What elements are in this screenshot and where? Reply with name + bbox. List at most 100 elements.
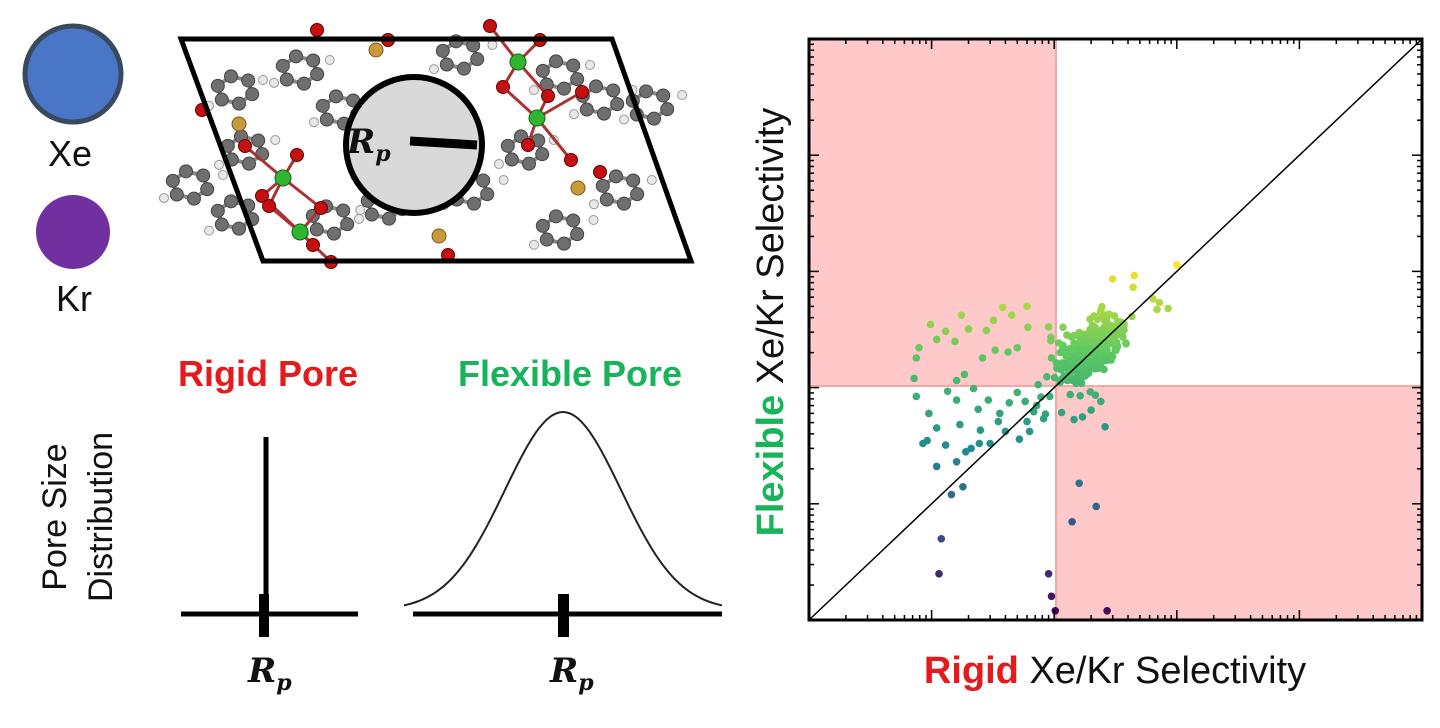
data-point xyxy=(1070,339,1078,348)
data-point xyxy=(952,458,961,466)
bond xyxy=(535,117,573,161)
carbon-atom xyxy=(579,102,594,117)
scatter-ylabel: Flexible Xe/Kr Selectivity xyxy=(750,108,792,537)
data-point xyxy=(1149,295,1157,303)
data-point xyxy=(1079,350,1087,359)
phosphorus-atom xyxy=(231,116,247,132)
carbon-atom xyxy=(626,173,641,188)
data-point xyxy=(1023,302,1031,311)
xe-label: Xe xyxy=(48,133,92,174)
data-point xyxy=(910,374,918,383)
data-point xyxy=(978,354,987,362)
carbon-atom xyxy=(179,164,194,179)
carbon-atom xyxy=(296,76,311,91)
data-point xyxy=(1055,339,1063,347)
data-point xyxy=(1057,408,1066,417)
data-point xyxy=(941,327,950,336)
data-point xyxy=(1044,323,1053,331)
carbon-atom xyxy=(165,173,180,188)
carbon-atom xyxy=(364,207,379,222)
plot-frame xyxy=(807,37,1424,622)
data-point xyxy=(937,535,946,543)
data-point xyxy=(1034,380,1042,389)
metal-atom xyxy=(509,53,527,71)
carbon-atom xyxy=(196,168,211,183)
data-point xyxy=(1070,347,1079,355)
hydrogen-atom xyxy=(588,215,599,225)
unit-cell-outline xyxy=(177,36,695,264)
data-point xyxy=(1079,339,1087,347)
carbon-atom xyxy=(309,222,324,237)
rigid-rp-label: Rp xyxy=(247,651,292,696)
carbon-atom xyxy=(589,79,604,94)
data-point xyxy=(989,316,998,325)
carbon-atom xyxy=(535,218,550,233)
hydrogen-atom xyxy=(159,192,169,203)
hydrogen-atom xyxy=(677,90,688,100)
carbon-atom xyxy=(566,213,581,228)
oxygen-atom xyxy=(262,199,276,213)
shaded-region-upper-left xyxy=(809,39,1056,386)
data-point xyxy=(1091,331,1100,340)
carbon-atom xyxy=(200,182,215,197)
data-point xyxy=(1086,325,1094,334)
data-point xyxy=(1051,607,1060,615)
data-point xyxy=(932,335,941,344)
carbon-atom xyxy=(639,84,654,99)
data-point xyxy=(951,337,959,346)
data-point xyxy=(1004,348,1012,356)
carbon-atom xyxy=(210,203,225,218)
data-point xyxy=(1087,406,1095,414)
carbon-atom xyxy=(210,78,225,93)
hydrogen-atom xyxy=(589,199,599,210)
data-point xyxy=(994,417,1003,426)
data-point xyxy=(1100,328,1109,337)
carbon-atom xyxy=(549,209,564,224)
data-point xyxy=(1153,305,1161,314)
data-point xyxy=(952,376,961,385)
hydrogen-atom xyxy=(529,85,539,96)
hydrogen-atom xyxy=(354,213,364,224)
hydrogen-atom xyxy=(429,64,439,75)
data-point xyxy=(957,311,966,320)
carbon-atom xyxy=(214,92,229,107)
data-point xyxy=(1043,372,1051,381)
carbon-atom xyxy=(241,73,256,88)
data-point xyxy=(1120,326,1128,334)
data-point xyxy=(1173,261,1181,269)
carbon-atom xyxy=(306,53,321,68)
oxygen-atom xyxy=(541,89,555,103)
carbon-atom xyxy=(599,192,614,207)
carbon-atom xyxy=(549,54,564,69)
carbon-atom xyxy=(500,138,515,153)
carbon-atom xyxy=(231,96,246,111)
phosphorus-atom xyxy=(570,180,586,196)
data-point xyxy=(998,303,1007,312)
rigid-pore-title: Rigid Pore xyxy=(178,353,358,394)
data-point xyxy=(1078,413,1087,421)
bond xyxy=(536,90,583,120)
scatter-xlabel: Rigid Xe/Kr Selectivity xyxy=(924,650,1306,692)
data-point xyxy=(1103,607,1111,615)
psd-ylabel-line2: Distribution xyxy=(82,432,120,602)
carbon-atom xyxy=(275,58,290,73)
kr-atom-icon xyxy=(36,195,110,269)
oxygen-atom xyxy=(290,148,304,162)
data-point xyxy=(1101,317,1109,326)
hydrogen-atom xyxy=(569,109,579,120)
carbon-atom xyxy=(470,52,485,67)
data-point xyxy=(976,426,985,435)
carbon-atom xyxy=(279,72,294,87)
data-point xyxy=(912,354,921,362)
data-point xyxy=(1062,347,1070,355)
data-point xyxy=(915,344,923,352)
carbon-atom xyxy=(476,173,491,188)
flexible-rp-label: Rp xyxy=(549,651,594,696)
data-point xyxy=(935,570,943,578)
carbon-atom xyxy=(466,196,481,211)
crystal-structure-illustration xyxy=(159,19,688,269)
data-point xyxy=(1086,331,1094,340)
carbon-atom xyxy=(169,187,184,202)
flexible-pore-title: Flexible Pore xyxy=(458,353,682,394)
